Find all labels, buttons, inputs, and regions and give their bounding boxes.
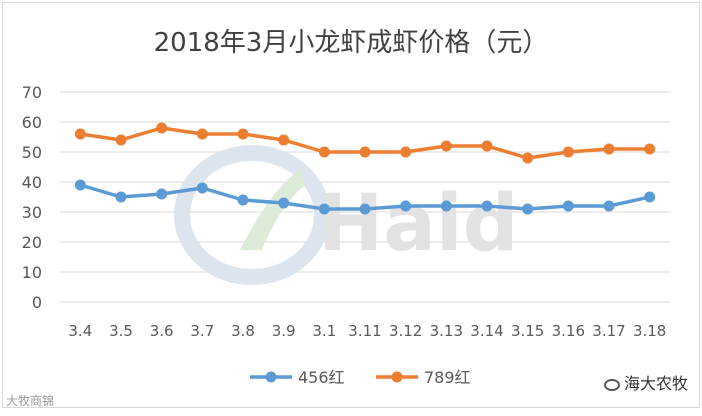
data-point [603, 143, 615, 155]
data-point [481, 140, 493, 152]
data-point [440, 140, 452, 152]
data-point [400, 200, 412, 212]
x-tick-label: 3.5 [109, 322, 133, 340]
x-tick-label: 3.7 [190, 322, 214, 340]
chart-title: 2018年3月小龙虾成虾价格（元） [153, 28, 549, 58]
x-tick-label: 3.12 [389, 322, 422, 340]
data-point [440, 200, 452, 212]
y-tick-label: 0 [32, 293, 42, 312]
haid-watermark: Haid [174, 145, 518, 285]
data-point [359, 203, 371, 215]
y-tick-label: 20 [22, 233, 42, 252]
x-tick-labels: 3.4 3.5 3.6 3.7 3.8 3.9 3.1 3.11 3.12 3.13 3.14 3.1… [68, 322, 666, 340]
data-point [562, 146, 574, 158]
data-point [196, 128, 208, 140]
data-point [400, 146, 412, 158]
x-tick-label: 3.9 [272, 322, 296, 340]
data-point [74, 128, 86, 140]
data-point [115, 134, 127, 146]
y-tick-label: 30 [22, 203, 42, 222]
legend: 456红 789红 [250, 368, 471, 387]
data-point [115, 191, 127, 203]
y-tick-label: 70 [22, 83, 42, 102]
x-tick-label: 3.4 [68, 322, 92, 340]
data-point [481, 200, 493, 212]
x-tick-label: 3.1 [312, 322, 336, 340]
data-point [522, 203, 534, 215]
watermark-text: Haid [318, 179, 518, 269]
data-point [318, 146, 330, 158]
x-tick-label: 3.11 [348, 322, 381, 340]
legend-label: 789红 [424, 368, 471, 387]
data-point [156, 122, 168, 134]
data-point [237, 128, 249, 140]
x-tick-label: 3.18 [633, 322, 666, 340]
data-point [156, 188, 168, 200]
chart-frame [2, 2, 700, 408]
data-point [196, 182, 208, 194]
legend-marker [265, 371, 277, 383]
data-point [318, 203, 330, 215]
watermark-leaf-icon [240, 170, 305, 250]
watermark-logo-ring [174, 145, 330, 285]
data-point [278, 134, 290, 146]
data-point [522, 152, 534, 164]
x-tick-label: 3.13 [430, 322, 463, 340]
data-point [359, 146, 371, 158]
x-tick-label: 3.16 [552, 322, 585, 340]
y-tick-label: 10 [22, 263, 42, 282]
x-tick-label: 3.6 [150, 322, 174, 340]
data-point [74, 179, 86, 191]
legend-label: 456红 [298, 368, 345, 387]
y-tick-labels: 0 10 20 30 40 50 60 70 [22, 83, 42, 312]
data-point [562, 200, 574, 212]
y-tick-label: 60 [22, 113, 42, 132]
legend-marker [391, 371, 403, 383]
x-tick-label: 3.14 [470, 322, 503, 340]
x-tick-label: 3.8 [231, 322, 255, 340]
x-tick-label: 3.17 [592, 322, 625, 340]
data-point [644, 143, 656, 155]
x-tick-label: 3.15 [511, 322, 544, 340]
wechat-icon [603, 378, 620, 391]
series-lines [74, 122, 656, 215]
data-point [603, 200, 615, 212]
y-tick-label: 40 [22, 173, 42, 192]
y-tick-label: 50 [22, 143, 42, 162]
data-point [644, 191, 656, 203]
brand-label: 海大农牧 [603, 370, 688, 394]
data-point [278, 197, 290, 209]
footer-watermark: 大牧商锦 [6, 394, 55, 408]
data-point [237, 194, 249, 206]
